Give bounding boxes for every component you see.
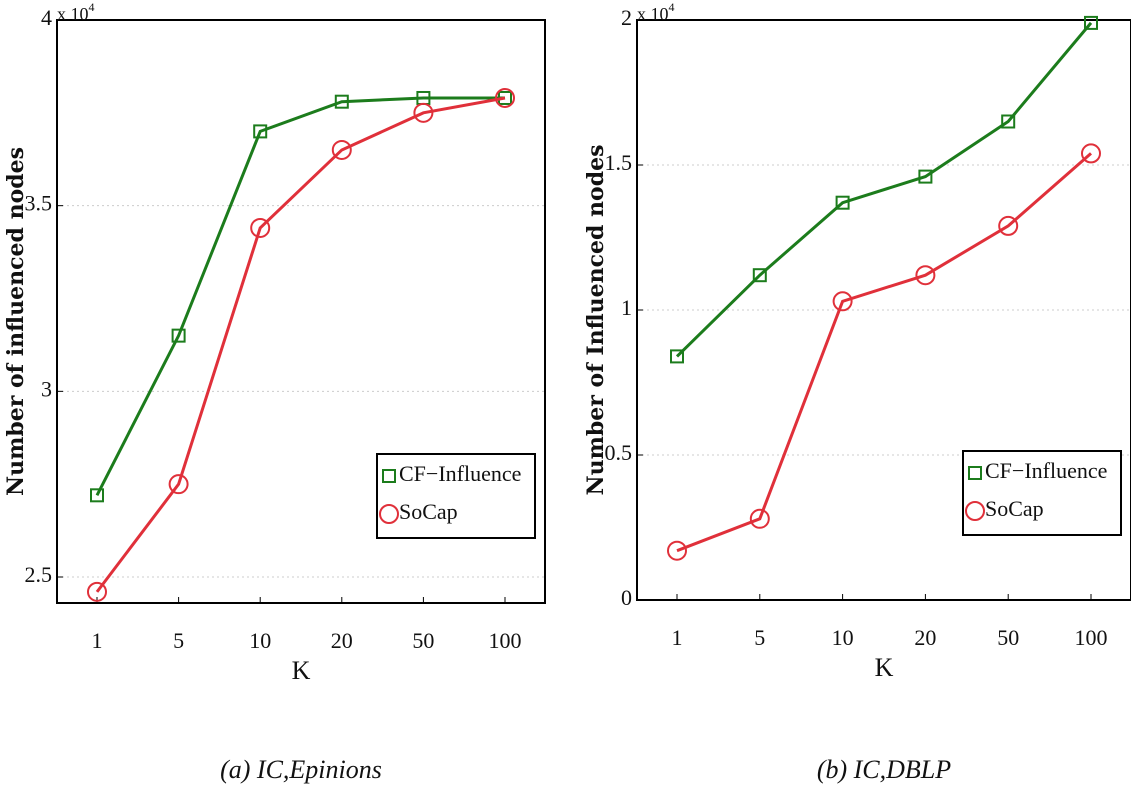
series-line	[675, 21, 1093, 358]
point	[413, 102, 434, 123]
legend-label: CF−Influence	[399, 461, 521, 486]
y-axis-label: Number of influenced nodes	[3, 147, 29, 496]
point	[832, 291, 853, 312]
y-tick-label: 3.5	[25, 191, 53, 216]
legend-label: SoCap	[399, 499, 458, 524]
y-tick-label: 2	[621, 5, 632, 30]
point	[915, 265, 936, 286]
x-tick-label: 20	[914, 625, 936, 650]
series-line	[95, 96, 506, 593]
multiplier: x 104	[637, 0, 675, 24]
multiplier-exp: 4	[669, 0, 675, 14]
point	[998, 215, 1019, 236]
point	[495, 87, 515, 108]
point	[1084, 15, 1098, 30]
x-axis-label: K	[292, 656, 311, 685]
point	[250, 217, 271, 238]
point	[379, 504, 399, 524]
x-tick-label: 50	[997, 625, 1019, 650]
point	[334, 94, 349, 109]
x-tick-label: 1	[672, 625, 683, 650]
point	[918, 169, 933, 184]
x-tick-label: 100	[489, 628, 522, 653]
point	[1081, 143, 1101, 164]
y-axis-label: Number of Influenced nodes	[583, 145, 609, 496]
point	[87, 581, 107, 602]
y-tick-label: 1	[621, 295, 632, 320]
legend-box	[376, 453, 536, 539]
y-tick-label: 0.5	[605, 440, 633, 465]
caption: (a) IC,Epinions	[220, 755, 382, 784]
point	[968, 466, 982, 480]
legend-box	[962, 450, 1122, 536]
y-tick-label: 2.5	[25, 562, 53, 587]
x-axis-label: K	[875, 653, 894, 682]
multiplier: x 104	[57, 0, 95, 24]
point	[835, 195, 850, 210]
point	[752, 268, 767, 283]
plot-frame	[636, 19, 1131, 601]
point	[965, 501, 985, 521]
point	[670, 349, 684, 364]
legend-label: SoCap	[985, 496, 1044, 521]
y-tick-label: 4	[41, 5, 52, 30]
multiplier-base: x 10	[637, 4, 669, 24]
point	[253, 124, 268, 139]
point	[90, 488, 104, 503]
point	[1001, 114, 1016, 129]
x-tick-label: 1	[92, 628, 103, 653]
multiplier-exp: 4	[89, 0, 95, 14]
series-line	[676, 152, 1092, 553]
y-tick-label: 1.5	[605, 150, 633, 175]
plot-frame	[56, 19, 546, 604]
legend-label: CF−Influence	[985, 458, 1107, 483]
x-tick-label: 20	[331, 628, 353, 653]
point	[171, 328, 186, 343]
point	[749, 508, 770, 529]
x-tick-label: 10	[249, 628, 271, 653]
y-tick-label: 3	[41, 376, 52, 401]
multiplier-base: x 10	[57, 4, 89, 24]
x-tick-label: 10	[832, 625, 854, 650]
series-line	[95, 96, 505, 496]
point	[331, 139, 352, 160]
caption: (b) IC,DBLP	[817, 755, 951, 784]
point	[168, 474, 189, 495]
point	[667, 540, 687, 561]
x-tick-label: 5	[754, 625, 765, 650]
x-tick-label: 5	[173, 628, 184, 653]
x-tick-label: 50	[412, 628, 434, 653]
point	[382, 469, 396, 483]
x-tick-label: 100	[1075, 625, 1108, 650]
y-tick-label: 0	[621, 585, 632, 610]
